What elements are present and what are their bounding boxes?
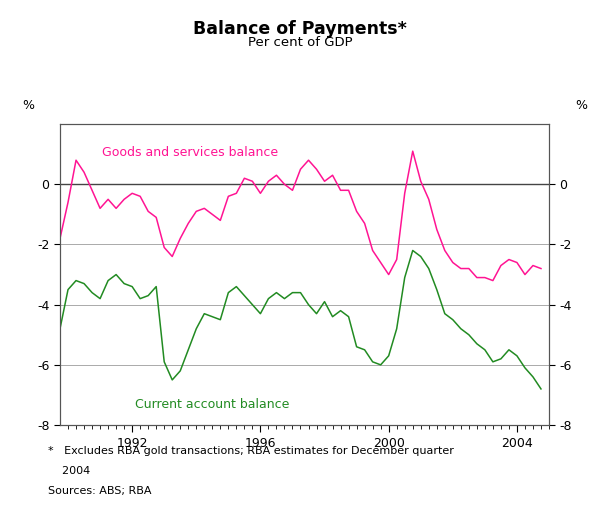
Text: 2004: 2004 [48, 466, 90, 476]
Text: Balance of Payments*: Balance of Payments* [193, 20, 407, 38]
Text: Goods and services balance: Goods and services balance [102, 146, 278, 159]
Text: Sources: ABS; RBA: Sources: ABS; RBA [48, 486, 151, 496]
Text: %: % [575, 99, 587, 112]
Text: %: % [22, 99, 34, 112]
Text: *   Excludes RBA gold transactions; RBA estimates for December quarter: * Excludes RBA gold transactions; RBA es… [48, 446, 454, 456]
Text: Per cent of GDP: Per cent of GDP [248, 36, 352, 49]
Text: Current account balance: Current account balance [135, 399, 289, 411]
